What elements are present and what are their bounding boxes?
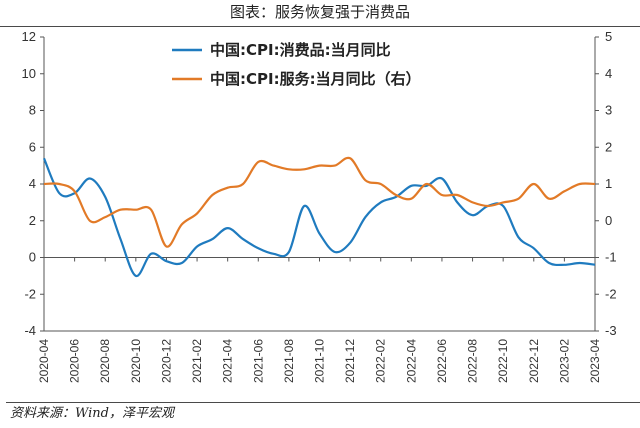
series-line-services	[43, 156, 596, 248]
x-tick-label: 2021-12	[343, 339, 357, 383]
right-tick-label: 5	[605, 29, 612, 44]
x-tick-label: 2020-06	[68, 339, 82, 383]
x-tick-label: 2021-02	[190, 339, 204, 383]
x-tick-label: 2020-10	[129, 339, 143, 383]
series-layer	[42, 156, 596, 278]
right-tick-label: 3	[605, 103, 612, 118]
right-tick-label: -3	[605, 323, 617, 338]
x-tick-label: 2020-12	[159, 339, 173, 383]
x-tick-label: 2021-08	[282, 339, 296, 383]
source-note: 资料来源：Wind，泽平宏观	[6, 402, 640, 425]
x-tick-label: 2020-08	[98, 339, 112, 383]
right-tick-label: -2	[605, 286, 617, 301]
legend-label: 中国:CPI:消费品:当月同比	[210, 41, 391, 59]
x-tick-label: 2023-04	[588, 339, 602, 383]
right-tick-label: 0	[605, 213, 612, 228]
x-tick-label: 2022-12	[527, 339, 541, 383]
left-tick-label: -4	[24, 323, 36, 338]
chart-title: 图表：服务恢复强于消费品	[0, 0, 640, 27]
legend-label: 中国:CPI:服务:当月同比（右）	[210, 70, 421, 88]
x-tick-label: 2022-10	[496, 339, 510, 383]
x-tick-label: 2023-02	[557, 339, 571, 383]
x-tick-label: 2022-06	[435, 339, 449, 383]
x-tick-label: 2021-06	[251, 339, 265, 383]
left-tick-label: 8	[29, 103, 36, 118]
left-tick-label: 2	[29, 213, 36, 228]
x-tick-label: 2022-08	[466, 339, 480, 383]
x-tick-label: 2021-10	[313, 339, 327, 383]
left-tick-label: 4	[29, 176, 36, 191]
left-tick-label: 0	[29, 250, 36, 265]
right-tick-label: 4	[605, 66, 612, 81]
x-tick-label: 2020-04	[37, 339, 51, 383]
right-tick-label: 1	[605, 176, 612, 191]
left-tick-label: -2	[24, 286, 36, 301]
left-tick-label: 6	[29, 139, 36, 154]
x-tick-label: 2021-04	[221, 339, 235, 383]
series-line-consumer-goods	[42, 157, 596, 278]
x-tick-label: 2022-02	[374, 339, 388, 383]
x-tick-label: 2022-04	[404, 339, 418, 383]
left-tick-label: 10	[22, 66, 36, 81]
right-tick-label: 2	[605, 139, 612, 154]
left-tick-label: 12	[22, 29, 36, 44]
right-tick-label: -1	[605, 250, 617, 265]
